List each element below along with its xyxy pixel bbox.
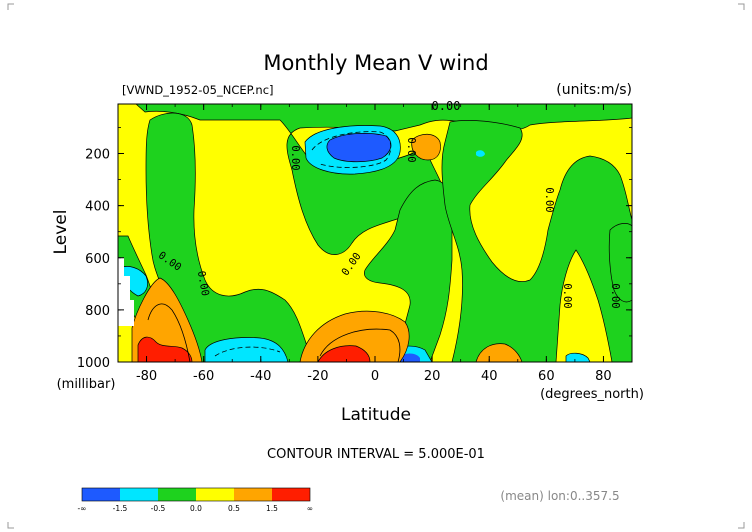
chart-title: Monthly Mean V wind	[263, 51, 488, 75]
colorbar-swatch	[158, 488, 196, 501]
y-tick-label: 400	[85, 200, 110, 215]
contour-label-right-mid: 0.00	[543, 187, 555, 212]
contour-label-left-jet: 0.00	[289, 145, 301, 170]
contour-fill	[118, 104, 632, 362]
colorbar-swatch	[272, 488, 310, 501]
contour-label-top: 0.00	[432, 99, 461, 113]
region-red-center	[317, 345, 371, 362]
region-green-left-tower	[145, 112, 313, 362]
solid-contour-center	[319, 328, 401, 362]
region-cyan-low-center	[204, 337, 289, 362]
y-axis-label: Level	[51, 210, 71, 255]
colorbar-tick-label: 1.5	[266, 504, 278, 513]
colorbar-tick-label: 0.0	[190, 504, 202, 513]
page-corner-marks	[7, 3, 745, 529]
x-tick-label: -40	[250, 369, 271, 384]
contour-interval-text: CONTOUR INTERVAL = 5.000E-01	[267, 447, 485, 462]
region-green-mid-right	[441, 120, 632, 362]
region-orange-bottom-right	[475, 343, 523, 362]
colorbar-frame	[81, 487, 311, 502]
x-tick-label: 80	[595, 369, 612, 384]
region-blue-core	[326, 133, 392, 163]
missing-data-area	[118, 258, 134, 326]
source-label: [VWND_1952-05_NCEP.nc]	[122, 83, 274, 97]
region-orange-upper	[411, 133, 441, 161]
contour-label-right-jet: 0.00	[405, 137, 417, 162]
x-tick-label: -80	[136, 369, 157, 384]
x-tick-label: 60	[538, 369, 555, 384]
contour-labels: 0.00 0.00 0.00 0.00 0.00 0.00 0.00 0.00 …	[156, 99, 621, 309]
x-tick-label: 20	[424, 369, 441, 384]
x-axis-unit: (degrees_north)	[540, 387, 644, 402]
x-tick-label: 40	[481, 369, 498, 384]
colorbar-tick-label: -1.5	[113, 504, 128, 513]
y-tick-label: 600	[85, 252, 110, 267]
colorbar: -∞ -1.5 -0.5 0.0 0.5 1.5 ∞	[78, 487, 313, 513]
x-axis-label: Latitude	[341, 405, 411, 425]
colorbar-tick-label: -∞	[78, 504, 87, 513]
region-red-left	[137, 336, 193, 362]
y-tick-label: 800	[85, 304, 110, 319]
x-tick-label: -20	[307, 369, 328, 384]
region-orange-lower-center	[299, 310, 410, 362]
region-green-right-edge	[608, 223, 632, 303]
colorbar-swatch	[234, 488, 272, 501]
y-tick-label: 200	[85, 148, 110, 163]
colorbar-swatch	[120, 488, 158, 501]
dashed-contour-jet	[311, 131, 392, 168]
colorbar-tick-label: ∞	[307, 504, 313, 513]
x-tick-label: -60	[193, 369, 214, 384]
colorbar-swatch	[82, 488, 120, 501]
x-tick-label: 0	[371, 369, 379, 384]
dashed-contour-low	[214, 346, 281, 357]
colorbar-tick-label: -0.5	[151, 504, 166, 513]
region-cyan-bottom-right	[565, 352, 591, 362]
contour-label-right-2: 0.00	[609, 283, 621, 308]
units-label: (units:m/s)	[556, 82, 632, 98]
colorbar-tick-label: 0.5	[228, 504, 240, 513]
contour-label-right-1: 0.00	[561, 283, 573, 308]
region-cyan-spot	[476, 150, 485, 157]
contour-label-left-2: 0.00	[195, 270, 211, 297]
x-axis-ticks: -80 -60 -40 -20 0 20 40 60 80	[117, 104, 633, 384]
solid-contour-left	[147, 303, 191, 362]
y-axis-unit: (millibar)	[57, 377, 116, 392]
footer-note: (mean) lon:0..357.5	[500, 489, 619, 503]
y-axis-ticks: 200 400 600 800 1000	[77, 127, 632, 371]
y-tick-label: 1000	[77, 356, 110, 371]
colorbar-swatch	[196, 488, 234, 501]
